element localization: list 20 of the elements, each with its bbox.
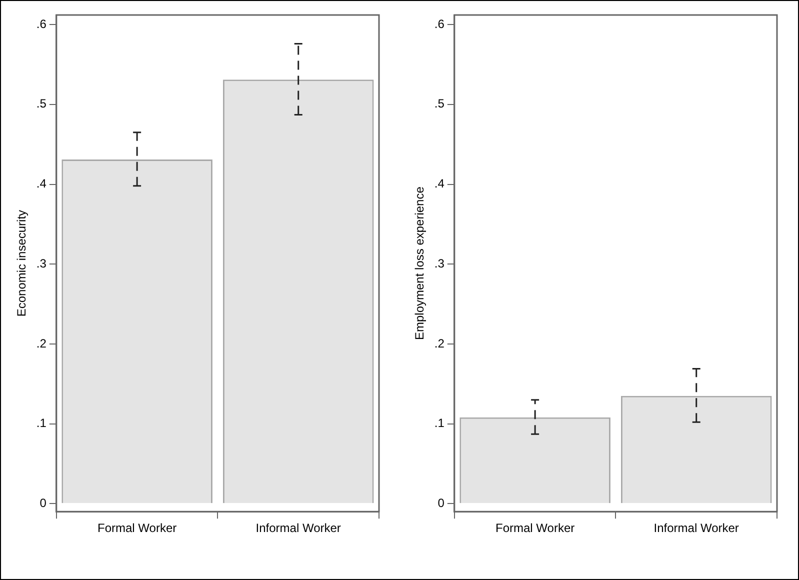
y-tick-label: .5 (36, 96, 47, 111)
x-tick-label: Informal Worker (256, 521, 341, 536)
y-tick-label: .5 (434, 96, 445, 111)
y-axis-title: Employment loss experience (412, 186, 427, 340)
x-tick-label: Formal Worker (495, 521, 575, 536)
y-tick-label: 0 (40, 496, 47, 510)
y-tick-label: .6 (36, 16, 47, 31)
y-tick-label: .4 (434, 176, 445, 191)
y-tick-label: .1 (434, 416, 445, 430)
y-tick-label: .1 (36, 416, 47, 430)
x-tick-label: Informal Worker (654, 521, 739, 536)
y-tick-label: .2 (434, 336, 445, 350)
x-tick-label: Formal Worker (97, 521, 177, 536)
y-tick-label: .3 (434, 256, 445, 270)
y-tick-label: .4 (36, 176, 47, 191)
y-tick-label: .6 (434, 16, 445, 31)
y-tick-label: 0 (438, 496, 445, 510)
y-tick-label: .3 (36, 256, 47, 270)
y-tick-label: .2 (36, 336, 47, 350)
y-axis-title: Economic insecurity (14, 210, 29, 317)
